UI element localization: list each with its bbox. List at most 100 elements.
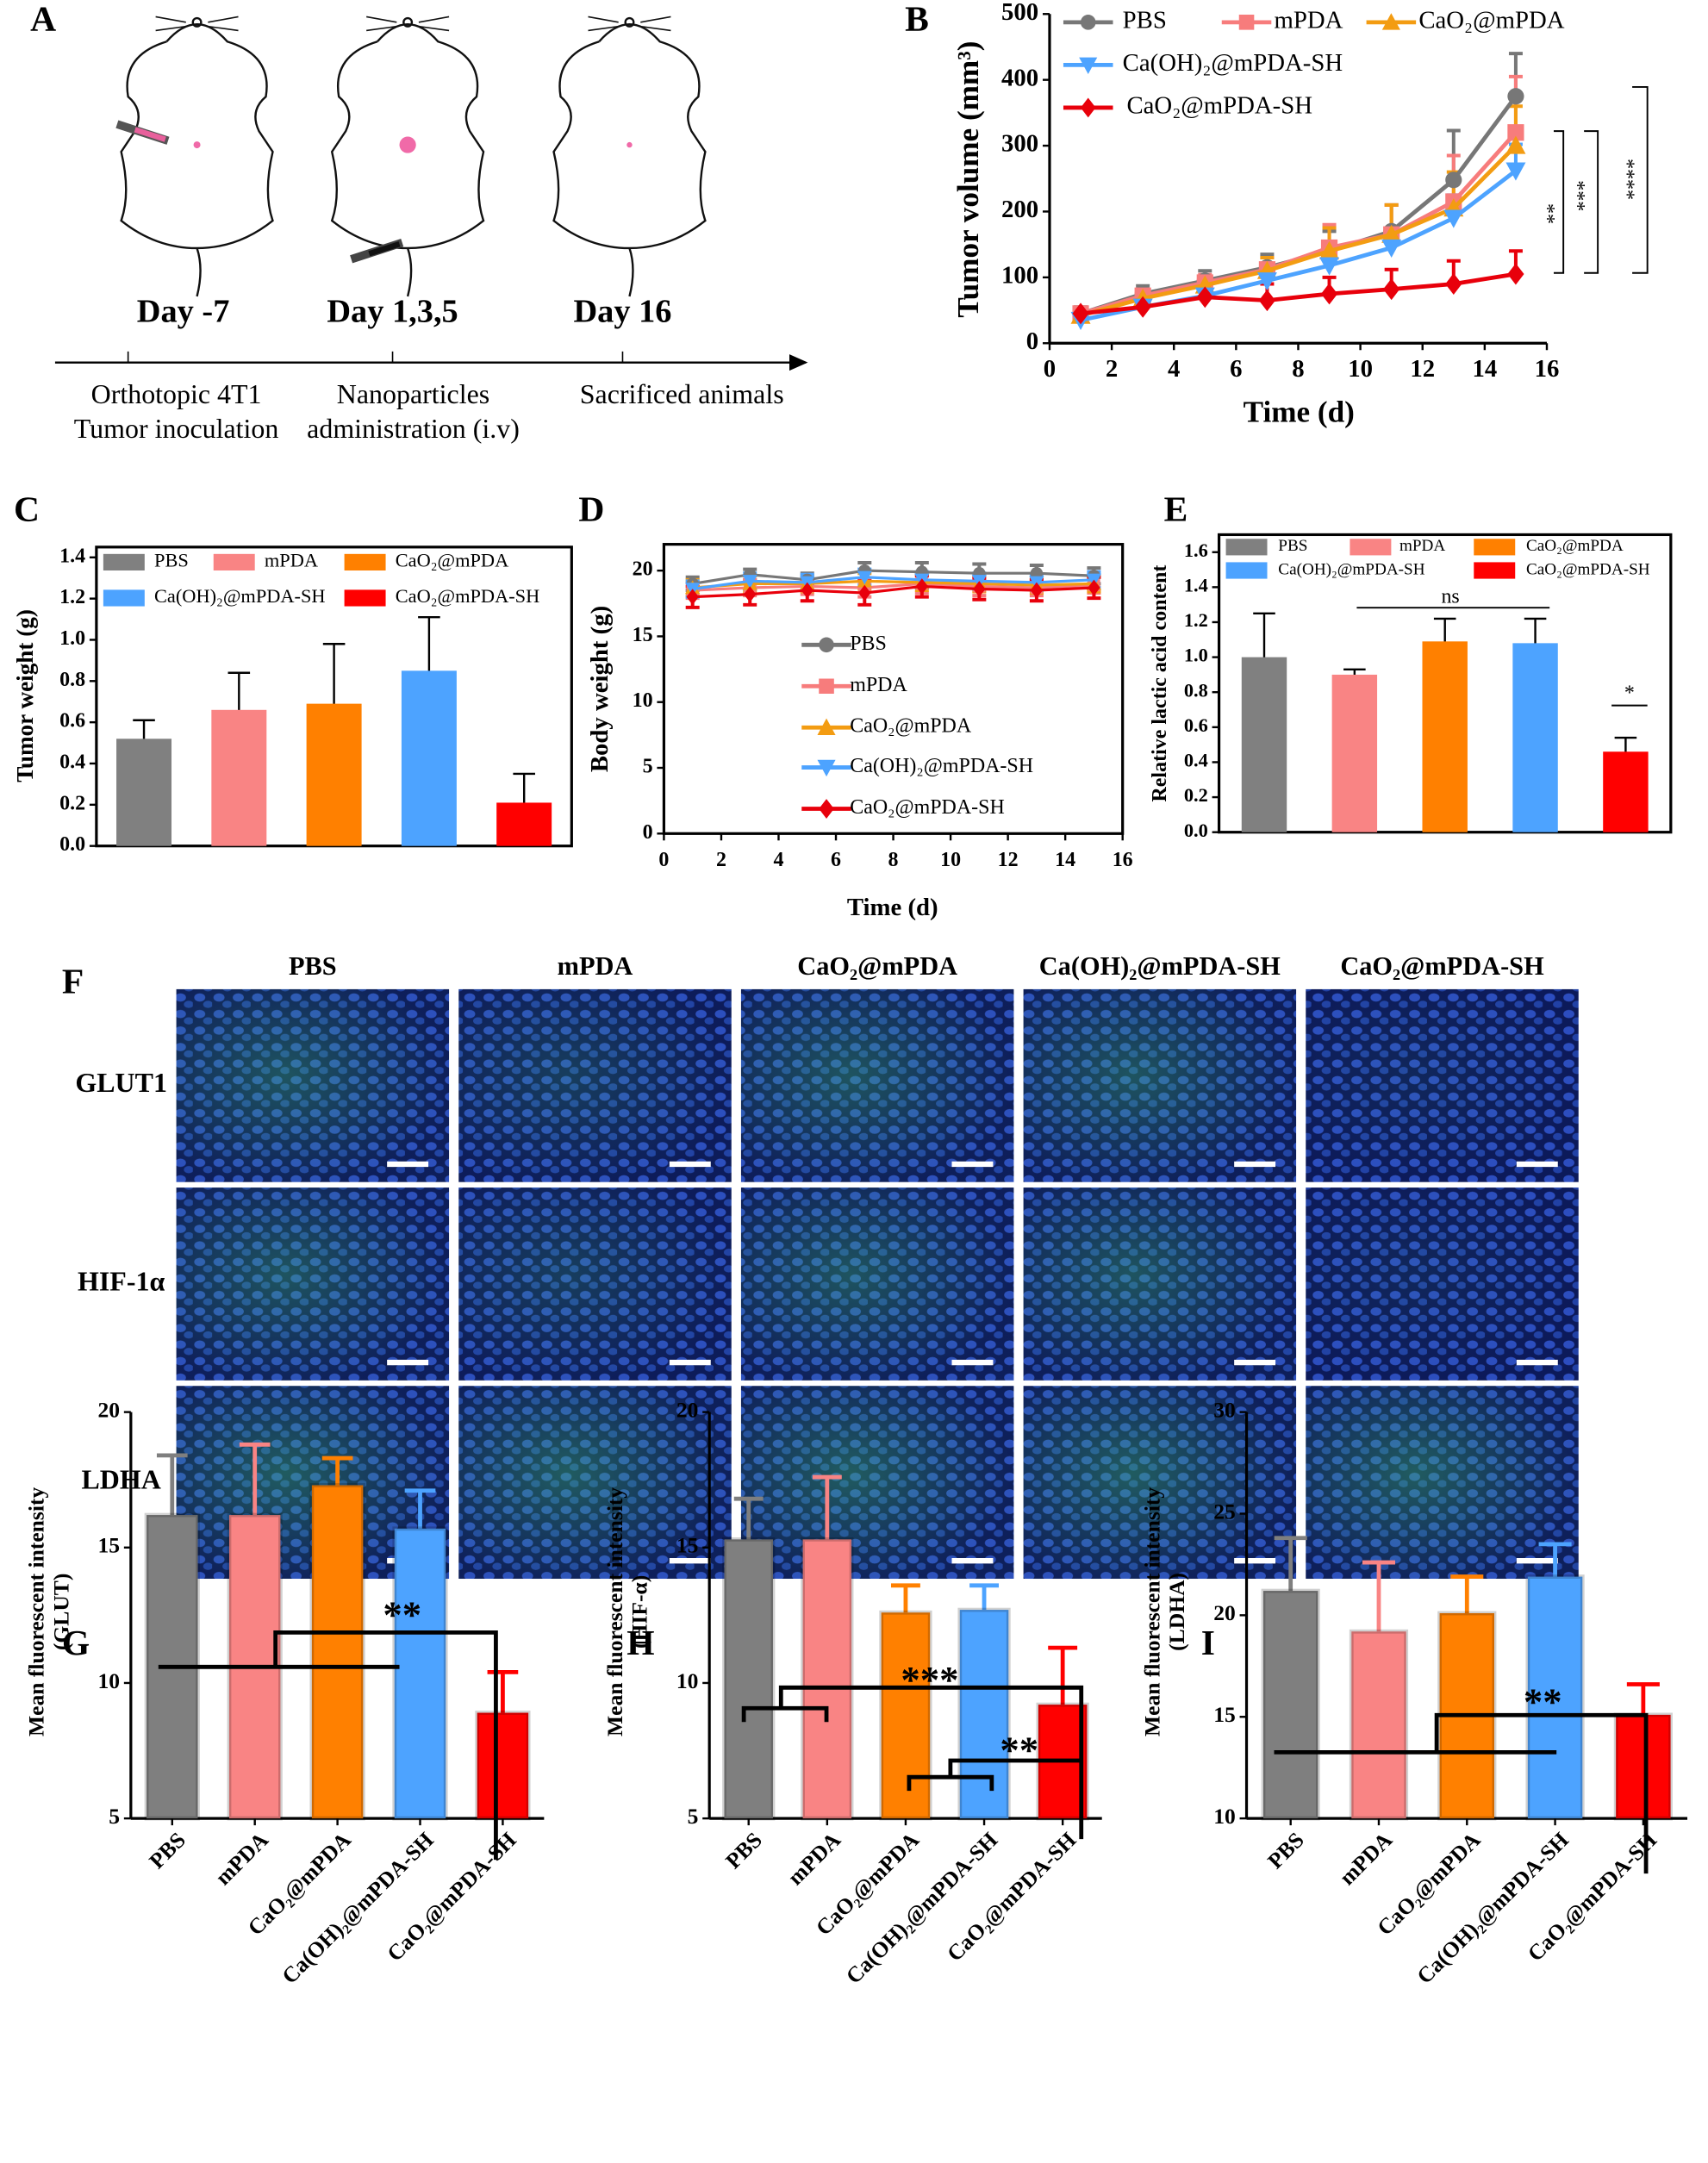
bar <box>392 1526 448 1821</box>
bar <box>116 739 172 846</box>
legend-label: CaO₂@mPDA-SH <box>1526 560 1650 578</box>
x-tick-label: 0 <box>658 849 669 871</box>
point-marker <box>1319 257 1340 276</box>
legend-marker <box>1080 97 1096 118</box>
timeline-note: Tumor inoculation <box>74 414 279 444</box>
y-tick-label: 0.8 <box>1184 679 1208 701</box>
significance-bracket <box>741 1705 829 1723</box>
series-line <box>692 576 1094 591</box>
legend-label: CaO₂@mPDA <box>850 715 972 738</box>
legend-label: CaO₂@mPDA-SH <box>1126 92 1312 120</box>
legend-marker <box>1381 13 1400 30</box>
timeline-note: administration (i.v) <box>307 414 520 444</box>
mouse-body <box>552 23 707 250</box>
legend-marker <box>819 799 834 819</box>
series-line <box>692 584 1094 599</box>
y-tick-label: 10 <box>633 689 653 712</box>
bar <box>722 1537 776 1821</box>
y-axis-label: (HIF-α) <box>627 1575 652 1649</box>
y-tick-label: 10 <box>676 1668 699 1693</box>
row-label: HIF-1α <box>78 1266 165 1296</box>
green-signal <box>740 988 1014 1182</box>
bar <box>1241 657 1287 832</box>
point-marker <box>1505 162 1526 181</box>
mouse-whiskers <box>366 16 450 32</box>
bar <box>475 1711 531 1821</box>
error-bar <box>156 1453 188 1516</box>
x-tick-label: PBS <box>720 1827 767 1873</box>
point-marker <box>1319 240 1340 259</box>
point-marker <box>1256 272 1277 291</box>
point-marker <box>1507 124 1524 141</box>
x-axis-label: Time (d) <box>847 894 938 921</box>
x-tick-label: Ca(OH)₂@mPDA-SH <box>841 1827 1002 1988</box>
legend-label: mPDA <box>1399 537 1445 555</box>
x-tick-label: mPDA <box>1334 1827 1397 1890</box>
mouse-nose <box>191 16 203 28</box>
column-header: PBS <box>289 951 337 981</box>
x-tick-label: mPDA <box>782 1827 845 1890</box>
y-tick-label: 30 <box>1213 1397 1236 1422</box>
error-bar <box>404 1488 436 1529</box>
panel-label: D <box>578 489 604 528</box>
green-signal <box>1023 1386 1297 1580</box>
y-tick-label: 10 <box>1213 1804 1236 1829</box>
mouse-tail <box>196 247 202 297</box>
significance-label: *** <box>1566 180 1588 211</box>
timeline-note: Orthotopic 4T1 <box>91 379 262 409</box>
significance-label: *** <box>901 1658 958 1701</box>
mouse-drawing <box>120 16 274 297</box>
y-tick-label: 1.2 <box>1184 609 1208 631</box>
series-line <box>692 579 1094 589</box>
panel-label: F <box>62 962 84 1001</box>
mouse-whiskers <box>155 16 239 32</box>
legend-marker <box>1080 15 1096 30</box>
y-tick-label: 100 <box>1001 261 1038 289</box>
y-tick-label: 300 <box>1001 130 1038 158</box>
significance-label: ** <box>1524 1680 1562 1723</box>
y-tick-label: 25 <box>1213 1499 1236 1524</box>
x-tick-label: mPDA <box>210 1827 273 1890</box>
legend-swatch <box>344 589 386 607</box>
bar <box>211 709 267 846</box>
legend-label: PBS <box>850 633 887 655</box>
bar <box>957 1607 1011 1821</box>
y-axis-label: (GLUT) <box>48 1574 73 1650</box>
y-tick-label: 1.4 <box>59 545 85 567</box>
y-tick-label: 400 <box>1001 64 1038 91</box>
y-tick-label: 0.8 <box>59 669 85 691</box>
legend-swatch <box>1350 539 1392 556</box>
mouse-tail <box>628 247 634 297</box>
y-tick-label: 10 <box>97 1668 120 1693</box>
series-line <box>692 569 1094 585</box>
x-tick-label: 6 <box>831 849 841 871</box>
x-tick-label: 14 <box>1472 355 1497 383</box>
panel-label: G <box>62 1623 90 1662</box>
significance-label: * <box>1624 682 1635 704</box>
bar <box>1613 1712 1673 1821</box>
significance-label: ** <box>383 1593 421 1636</box>
error-bar <box>1626 1682 1660 1715</box>
point-marker <box>1134 296 1151 318</box>
point-marker <box>1381 224 1402 243</box>
bar <box>1512 643 1558 832</box>
legend-marker <box>817 759 836 777</box>
y-tick-label: 500 <box>1001 0 1038 26</box>
tumor-dot <box>193 141 201 149</box>
y-axis-label: Mean fluorescent intensity <box>1139 1487 1164 1736</box>
panel-label: C <box>14 489 40 528</box>
timeline-day: Day 16 <box>573 293 671 329</box>
y-axis-label: Body weight (g) <box>586 606 614 772</box>
error-bar <box>812 1474 842 1540</box>
green-signal <box>740 1187 1014 1381</box>
point-marker <box>1088 579 1100 596</box>
x-tick-label: 2 <box>716 849 726 871</box>
error-bar <box>1274 1536 1307 1592</box>
row-label: GLUT1 <box>75 1068 167 1098</box>
x-tick-label: 2 <box>1106 355 1118 383</box>
green-signal <box>1306 1187 1579 1381</box>
panel-label: B <box>905 0 929 38</box>
error-bar <box>890 1583 920 1613</box>
y-tick-label: 0.6 <box>59 710 85 732</box>
y-tick-label: 20 <box>633 558 653 581</box>
